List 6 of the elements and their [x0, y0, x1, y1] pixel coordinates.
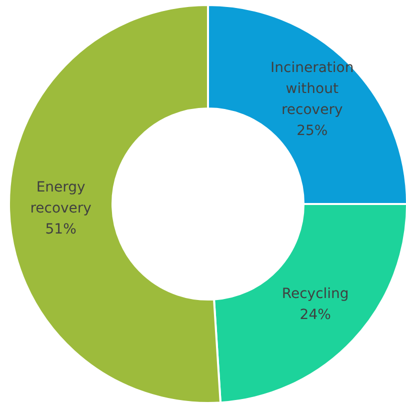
data-label: 51%: [45, 221, 76, 238]
slice-label: Energy recovery: [30, 179, 92, 216]
slice-label: Incineration without recovery: [270, 60, 354, 118]
data-label: 24%: [300, 307, 331, 324]
slice-label: Recycling: [282, 286, 349, 302]
data-label: 25%: [296, 123, 328, 140]
